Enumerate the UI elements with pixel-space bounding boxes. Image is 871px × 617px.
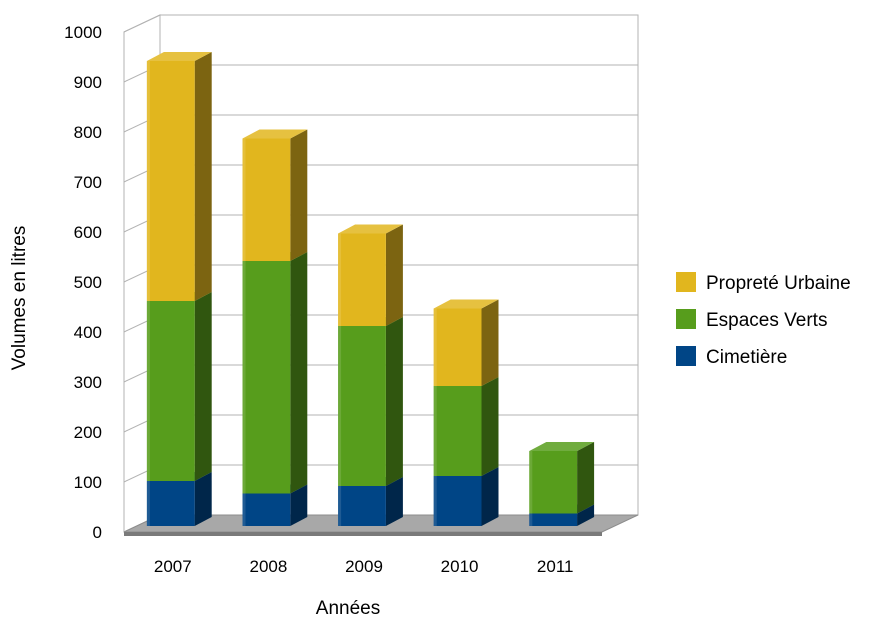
bar-2009-propreté-urbaine	[338, 224, 403, 326]
bar-front-face	[433, 308, 482, 386]
bar-side-face	[194, 52, 212, 301]
y-tick-label-200: 200	[74, 423, 102, 442]
bar-side-face	[385, 224, 403, 326]
bar-highlight	[433, 308, 437, 386]
bar-top-face	[338, 224, 403, 234]
bar-2011-espaces-verts	[529, 442, 595, 514]
bar-front-face	[433, 476, 482, 526]
bar-2008-espaces-verts	[242, 252, 308, 494]
bar-highlight	[433, 386, 437, 476]
bar-highlight	[146, 481, 150, 526]
bar-side-face	[194, 472, 212, 526]
bar-side-face	[290, 484, 308, 526]
bar-highlight	[146, 301, 150, 481]
y-tick-label-500: 500	[74, 273, 102, 292]
bar-front-face	[529, 451, 578, 514]
y-tick-label-1000: 1000	[64, 23, 102, 42]
legend-item-espaces-verts: Espaces Verts	[676, 309, 827, 331]
y-tick-label-900: 900	[74, 73, 102, 92]
bar-front-face	[146, 61, 195, 301]
x-tick-label-2009: 2009	[345, 557, 383, 576]
bar-highlight	[338, 326, 342, 486]
bar-highlight	[242, 138, 246, 261]
bar-front-face	[242, 138, 291, 261]
bar-2009-cimetière	[338, 477, 403, 526]
legend-item-propreté-urbaine: Propreté Urbaine	[676, 272, 851, 294]
bar-side-face	[577, 504, 595, 526]
bar-top-face	[529, 442, 595, 451]
y-tick-label-800: 800	[74, 123, 102, 142]
bar-side-face	[385, 477, 403, 526]
bar-highlight	[338, 486, 342, 526]
bar-front-face	[433, 386, 482, 476]
y-tick-label-600: 600	[74, 223, 102, 242]
floor-edge	[124, 532, 602, 536]
bar-2008-propreté-urbaine	[242, 129, 308, 261]
gridline-side-1000	[123, 14, 161, 33]
bar-side-face	[194, 292, 212, 481]
y-tick-label-0: 0	[93, 523, 102, 542]
bar-highlight	[242, 261, 246, 494]
legend-swatch	[676, 309, 696, 329]
bar-2007-espaces-verts	[146, 292, 212, 481]
bar-highlight	[338, 233, 342, 326]
bar-side-face	[290, 129, 308, 261]
bar-highlight	[529, 451, 533, 514]
bar-highlight	[242, 493, 246, 526]
x-tick-label-2008: 2008	[249, 557, 287, 576]
legend: Propreté Urbaine Espaces Verts Cimetière	[676, 272, 851, 368]
bar-front-face	[242, 261, 291, 494]
x-tick-label-2007: 2007	[154, 557, 192, 576]
bar-front-face	[146, 301, 195, 481]
bar-side-face	[385, 317, 403, 486]
x-tick-label-2011: 2011	[537, 557, 574, 576]
y-tick-label-400: 400	[74, 323, 102, 342]
bar-front-face	[146, 481, 195, 526]
bar-2010-espaces-verts	[433, 377, 499, 476]
legend-swatch	[676, 346, 696, 366]
y-axis-ticks: 0 100 200 300 400 500 600 700 800 900 1000	[64, 23, 102, 542]
bar-highlight	[146, 61, 150, 301]
bar-2010-propreté-urbaine	[433, 299, 499, 386]
bar-highlight	[529, 513, 533, 526]
bar-front-face	[529, 513, 578, 526]
bar-side-face	[481, 467, 499, 526]
bar-front-face	[242, 493, 291, 526]
bar-side-face	[481, 299, 499, 386]
bar-side-face	[290, 252, 308, 494]
bar-highlight	[433, 476, 437, 526]
x-axis-title: Années	[316, 598, 380, 617]
bars	[146, 52, 595, 526]
legend-item-cimetière: Cimetière	[676, 346, 787, 368]
x-tick-label-2010: 2010	[441, 557, 479, 576]
x-axis-ticks: 2007 2008 2009 2010 2011	[154, 557, 574, 576]
bar-front-face	[338, 326, 386, 486]
y-tick-label-700: 700	[74, 173, 102, 192]
y-axis-title: Volumes en litres	[9, 226, 30, 371]
bar-top-face	[433, 299, 499, 309]
legend-swatch	[676, 272, 696, 292]
legend-label: Propreté Urbaine	[706, 273, 851, 294]
legend-label: Espaces Verts	[706, 310, 827, 331]
y-tick-label-300: 300	[74, 373, 102, 392]
bar-front-face	[338, 486, 386, 526]
bar-top-face	[242, 129, 308, 139]
bar-side-face	[577, 442, 595, 514]
bar-side-face	[481, 377, 499, 476]
legend-label: Cimetière	[706, 347, 787, 368]
bar-front-face	[338, 233, 386, 326]
bar-2007-propreté-urbaine	[146, 52, 212, 301]
bar-top-face	[146, 52, 212, 61]
y-tick-label-100: 100	[74, 473, 102, 492]
bar-2009-espaces-verts	[338, 317, 403, 486]
